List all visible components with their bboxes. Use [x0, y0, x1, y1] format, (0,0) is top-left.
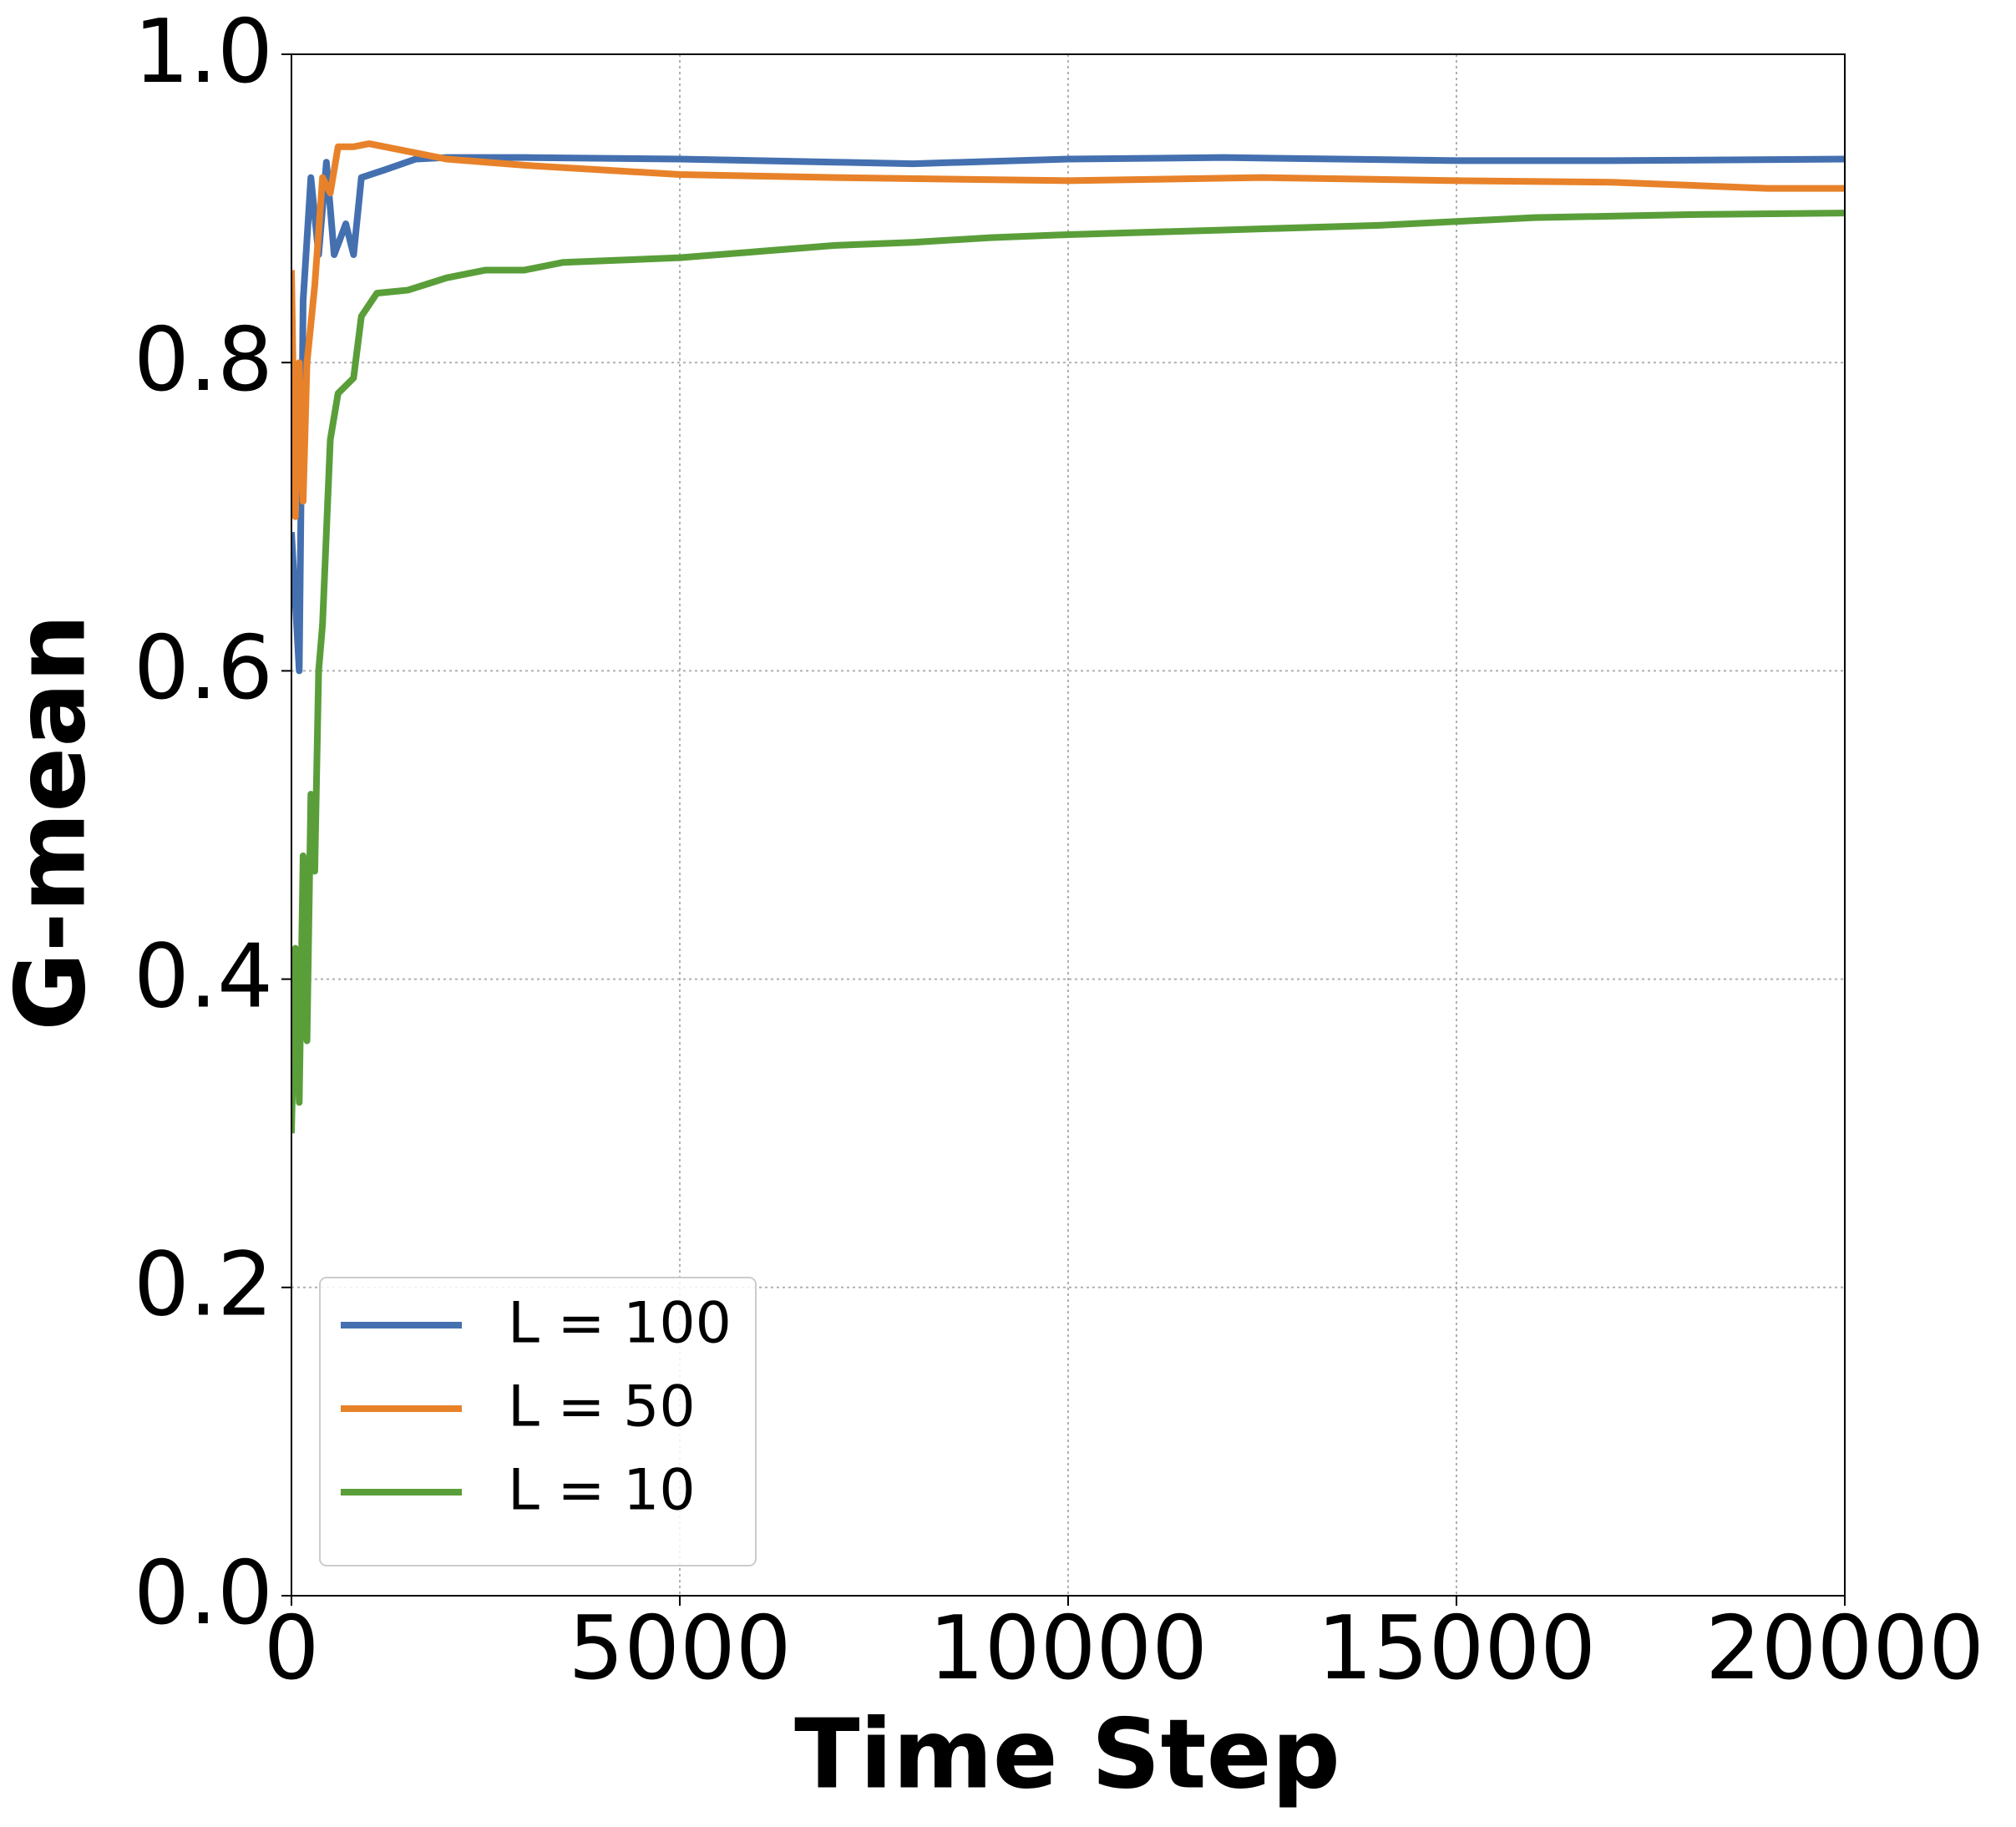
- data-line: [291, 140, 1845, 520]
- x-tick-label: 0: [264, 1597, 320, 1699]
- x-tick-label: 20000: [1705, 1597, 1984, 1699]
- legend-label: L = 100: [508, 1291, 732, 1357]
- y-tick-label: 0.8: [134, 309, 273, 411]
- x-tick-label: 15000: [1317, 1597, 1596, 1699]
- legend-label: L = 10: [508, 1458, 696, 1524]
- legend-label: L = 50: [508, 1374, 696, 1440]
- y-tick-label: 1.0: [134, 1, 273, 103]
- y-tick-label: 0.6: [134, 617, 273, 719]
- y-axis-label: G-mean: [0, 614, 108, 1030]
- y-tick-label: 0.2: [134, 1234, 273, 1336]
- x-axis-label: Time Step: [794, 1699, 1340, 1811]
- y-tick-label: 0.4: [134, 925, 273, 1027]
- data-line: [291, 154, 1845, 675]
- plot-frame: [291, 53, 1846, 1597]
- data-line: [291, 210, 1845, 1134]
- x-tick-label: 5000: [568, 1597, 791, 1699]
- x-tick-label: 10000: [929, 1597, 1208, 1699]
- y-tick-label: 0.0: [134, 1542, 273, 1644]
